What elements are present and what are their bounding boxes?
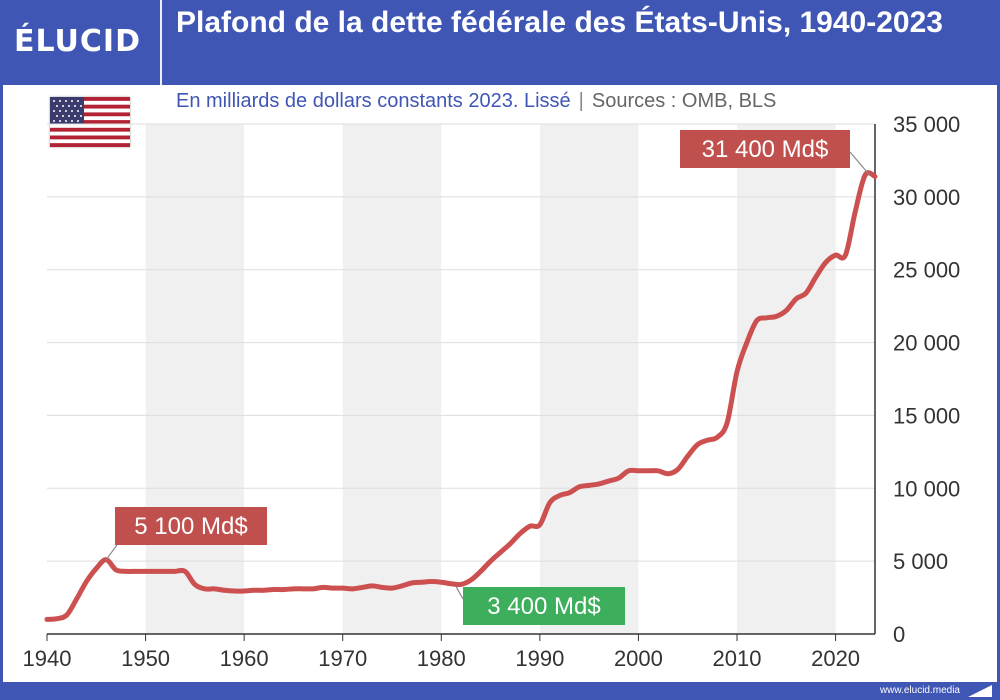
y-tick-label: 25 000	[893, 258, 960, 283]
footer-site-link[interactable]: www.elucid.media	[879, 685, 960, 696]
x-tick-label: 1990	[515, 646, 564, 671]
chart-frame	[0, 85, 1000, 700]
annotation-leader	[849, 151, 870, 175]
subtitle-text: En milliards de dollars constants 2023. …	[176, 90, 571, 112]
chart-title: Plafond de la dette fédérale des États-U…	[176, 6, 943, 39]
y-tick-label: 35 000	[893, 112, 960, 137]
y-tick-label: 10 000	[893, 476, 960, 501]
decade-band	[342, 124, 442, 634]
x-tick-label: 1940	[23, 646, 72, 671]
annotation-label: 31 400 Md$	[702, 136, 829, 163]
x-tick-label: 2010	[713, 646, 762, 671]
x-tick-label: 1960	[220, 646, 269, 671]
annotation-box	[463, 587, 625, 625]
header-bar	[0, 0, 1000, 85]
elucid-logo: ÉLUCID	[14, 24, 141, 59]
y-tick-label: 30 000	[893, 185, 960, 210]
chart-subtitle: En milliards de dollars constants 2023. …	[176, 89, 776, 113]
x-tick-label: 1980	[417, 646, 466, 671]
subtitle-separator: |	[578, 90, 584, 112]
x-tick-label: 1950	[121, 646, 170, 671]
decade-band	[539, 124, 639, 634]
x-tick-label: 2000	[614, 646, 663, 671]
annotation-box	[115, 507, 267, 545]
x-tick-label: 2020	[811, 646, 860, 671]
annotation-label: 5 100 Md$	[134, 513, 247, 540]
y-tick-label: 0	[893, 622, 905, 647]
annotation-box	[680, 130, 850, 168]
y-tick-label: 5 000	[893, 549, 948, 574]
decade-band	[145, 124, 245, 634]
sources-text: Sources : OMB, BLS	[591, 90, 777, 112]
header-divider	[160, 0, 162, 85]
us-flag-icon	[50, 97, 130, 147]
annotation-label: 3 400 Md$	[487, 593, 600, 620]
x-tick-label: 1970	[318, 646, 367, 671]
y-tick-label: 15 000	[893, 403, 960, 428]
decade-band	[737, 124, 836, 634]
y-tick-label: 20 000	[893, 331, 960, 356]
debt-ceiling-line	[44, 170, 878, 622]
footer-bar	[0, 682, 1000, 700]
annotation-leader	[455, 586, 464, 600]
elucid-mark-icon	[968, 685, 992, 697]
